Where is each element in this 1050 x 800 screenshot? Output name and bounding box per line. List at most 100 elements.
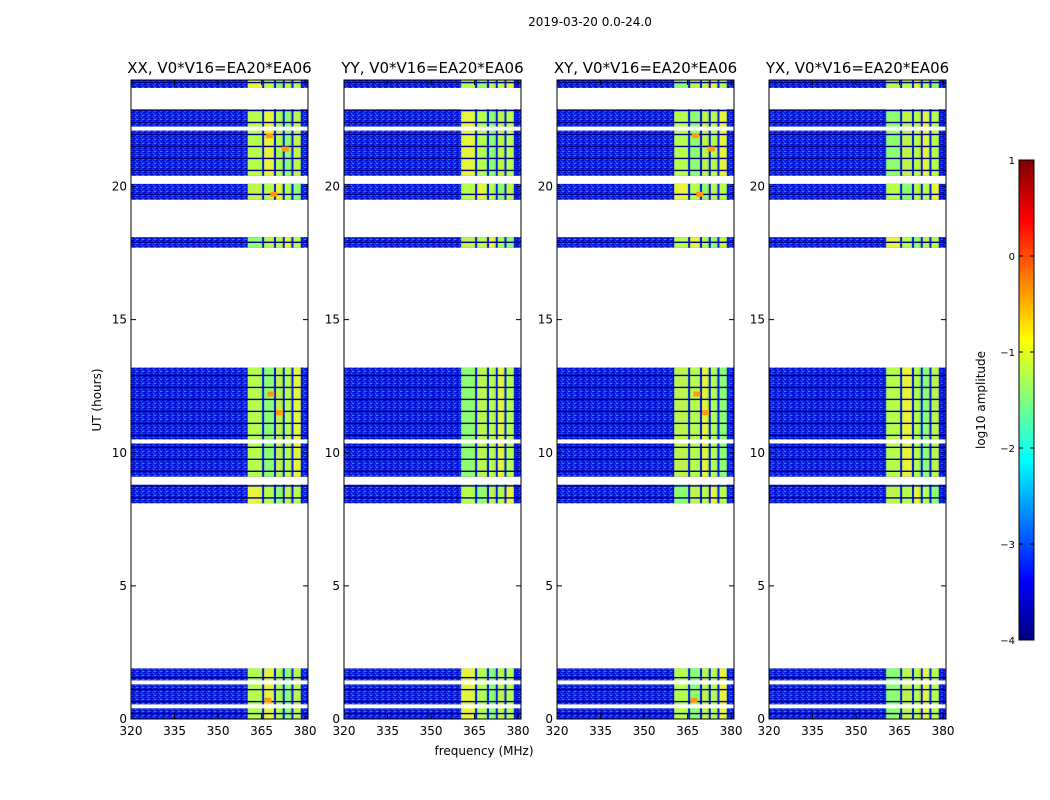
x-tick-label: 365 bbox=[676, 724, 699, 738]
x-tick-label: 350 bbox=[207, 724, 230, 738]
band-cell bbox=[687, 109, 700, 176]
flagged-row bbox=[769, 109, 946, 112]
flagged-channel bbox=[291, 484, 294, 504]
flagged-row bbox=[557, 676, 734, 679]
flagged-row bbox=[769, 712, 946, 715]
flagged-row bbox=[344, 121, 521, 124]
colorbar-tick-label: −3 bbox=[1000, 540, 1015, 551]
flagged-row bbox=[344, 485, 521, 487]
flagged-channel bbox=[291, 183, 294, 200]
flagged-channel bbox=[920, 80, 923, 88]
flagged-channel bbox=[900, 183, 903, 200]
flagged-channel bbox=[912, 484, 915, 504]
blank-row bbox=[131, 704, 308, 709]
flagged-channel bbox=[920, 109, 923, 176]
band-cell bbox=[899, 484, 912, 504]
band-cell bbox=[474, 367, 487, 477]
band-cell bbox=[687, 183, 700, 200]
flagged-row bbox=[344, 133, 521, 136]
band-cell bbox=[919, 109, 929, 176]
band-cell bbox=[474, 109, 487, 176]
flagged-channel bbox=[708, 668, 711, 719]
band-cell bbox=[899, 183, 912, 200]
x-axis-label: frequency (MHz) bbox=[434, 744, 533, 758]
blank-row bbox=[557, 439, 734, 444]
band-cell bbox=[247, 484, 262, 504]
band-cell bbox=[261, 484, 274, 504]
flagged-row bbox=[131, 497, 308, 499]
band-cell bbox=[474, 668, 487, 719]
flagged-channel bbox=[939, 109, 942, 176]
band-cell bbox=[273, 80, 282, 88]
flagged-channel bbox=[717, 109, 720, 176]
band-cell bbox=[928, 80, 939, 88]
band-cell bbox=[503, 367, 514, 477]
x-tick-label: 320 bbox=[120, 724, 143, 738]
band-cell bbox=[919, 668, 929, 719]
flagged-channel bbox=[504, 109, 507, 176]
flagged-channel bbox=[708, 80, 711, 88]
flagged-channel bbox=[514, 484, 517, 504]
flagged-row bbox=[769, 422, 946, 425]
flagged-row bbox=[769, 446, 946, 449]
flagged-row bbox=[557, 81, 734, 84]
band-cell bbox=[494, 80, 504, 88]
flagged-row bbox=[131, 241, 308, 244]
flagged-channel bbox=[929, 183, 932, 200]
flagged-row bbox=[344, 169, 521, 172]
band-cell bbox=[503, 80, 514, 88]
flagged-channel bbox=[282, 668, 285, 719]
y-tick-label: 5 bbox=[332, 579, 340, 593]
flagged-channel bbox=[727, 367, 730, 477]
flagged-channel bbox=[291, 367, 294, 477]
flagged-channel bbox=[514, 80, 517, 88]
band-cell bbox=[261, 80, 274, 88]
y-tick-label: 10 bbox=[112, 446, 127, 460]
flagged-row bbox=[344, 458, 521, 461]
plot-frame bbox=[556, 79, 735, 720]
flagged-row bbox=[557, 458, 734, 461]
band-cell bbox=[290, 367, 301, 477]
x-tick-label: 380 bbox=[507, 724, 530, 738]
flagged-channel bbox=[912, 183, 915, 200]
data-block bbox=[344, 80, 521, 88]
data-block bbox=[769, 80, 946, 88]
flagged-row bbox=[769, 410, 946, 413]
flagged-channel bbox=[301, 668, 304, 719]
x-tick-label: 365 bbox=[250, 724, 273, 738]
flagged-channel bbox=[700, 484, 703, 504]
flagged-channel bbox=[504, 367, 507, 477]
flagged-channel bbox=[487, 367, 490, 477]
band-cell bbox=[886, 668, 900, 719]
band-cell bbox=[273, 109, 282, 176]
flagged-row bbox=[769, 241, 946, 244]
flagged-row bbox=[131, 109, 308, 112]
flagged-channel bbox=[688, 484, 691, 504]
flagged-row bbox=[344, 712, 521, 715]
flagged-channel bbox=[262, 109, 265, 176]
band-cell bbox=[928, 367, 939, 477]
band-cell bbox=[716, 668, 727, 719]
flagged-channel bbox=[475, 183, 478, 200]
flagged-row bbox=[557, 241, 734, 244]
band-cell bbox=[273, 183, 282, 200]
flagged-channel bbox=[262, 668, 265, 719]
band-cell bbox=[899, 668, 912, 719]
band-cell bbox=[461, 183, 475, 200]
band-cell bbox=[503, 109, 514, 176]
band-cell bbox=[461, 109, 475, 176]
band-cell bbox=[494, 183, 504, 200]
flagged-channel bbox=[262, 484, 265, 504]
y-tick-label: 10 bbox=[538, 446, 553, 460]
flagged-channel bbox=[282, 367, 285, 477]
x-tick-label: 335 bbox=[801, 724, 824, 738]
band-cell bbox=[716, 367, 727, 477]
band-cell bbox=[281, 183, 291, 200]
flagged-channel bbox=[504, 80, 507, 88]
y-axis-label: UT (hours) bbox=[90, 368, 104, 431]
band-cell bbox=[886, 484, 900, 504]
panel-xy: XY, V0*V16=EA20*EA06 0 5 10 15 20 320 335 350 365… bbox=[538, 59, 743, 738]
y-tick-label: 0 bbox=[332, 712, 340, 726]
flagged-channel bbox=[504, 183, 507, 200]
blank-row bbox=[131, 439, 308, 444]
